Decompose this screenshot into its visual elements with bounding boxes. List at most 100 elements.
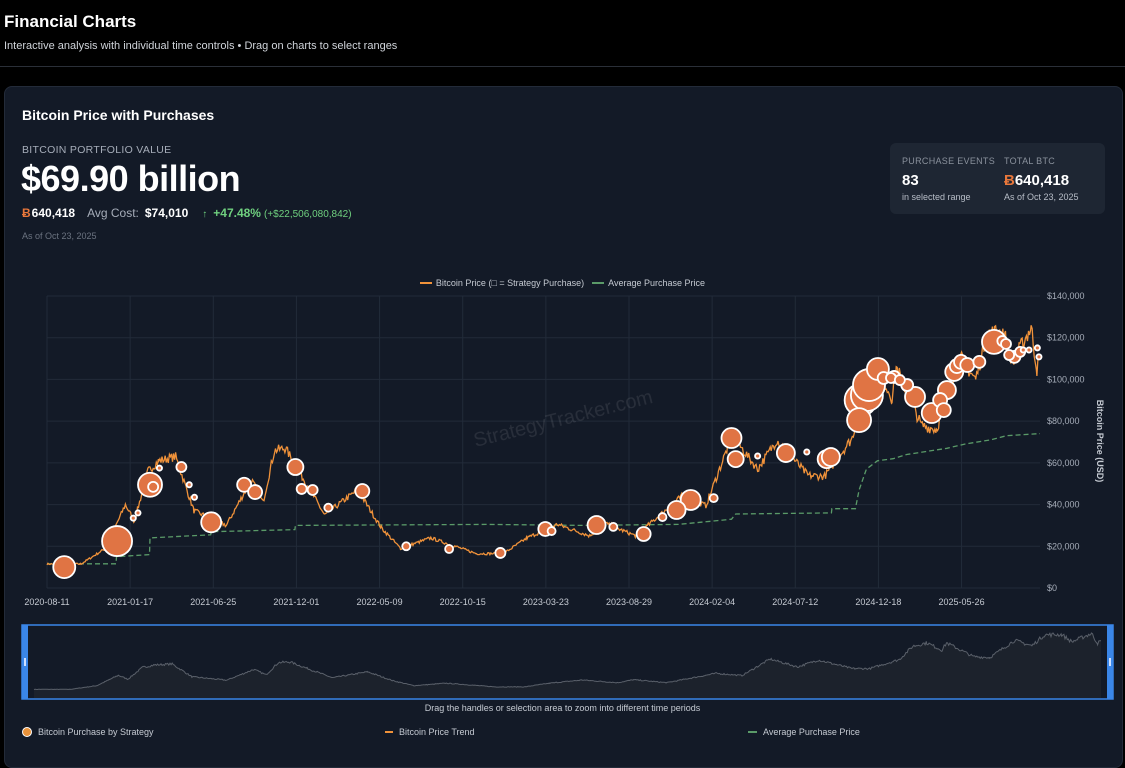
- line-swatch-icon: [419, 282, 432, 284]
- x-tick-label: 2022-05-09: [357, 597, 403, 607]
- purchase-bubble[interactable]: [401, 541, 412, 552]
- page-title: Financial Charts: [4, 12, 137, 31]
- purchase-bubble[interactable]: [175, 461, 188, 473]
- purchase-bubble[interactable]: [608, 521, 619, 532]
- purchase-bubble[interactable]: [52, 555, 77, 580]
- purchase-bubble[interactable]: [200, 511, 223, 534]
- x-tick-label: 2025-05-26: [939, 597, 985, 607]
- watermark: StrategyTracker.com: [471, 386, 655, 452]
- purchase-bubble-core: [192, 495, 197, 499]
- avg-cost-value: $74,010: [144, 206, 189, 220]
- purchase-bubble-core: [1037, 355, 1041, 359]
- total-btc-label: TOTAL BTC: [1004, 156, 1056, 166]
- purchase-bubble[interactable]: [972, 355, 987, 369]
- purchase-bubble[interactable]: [295, 483, 308, 495]
- btc-icon: Ƀ: [1004, 172, 1015, 189]
- purchase-bubble-core: [805, 450, 809, 454]
- events-label: PURCHASE EVENTS: [902, 156, 996, 166]
- purchase-bubble-core: [136, 511, 140, 515]
- purchase-bubble[interactable]: [494, 547, 507, 559]
- purchase-bubble[interactable]: [586, 515, 607, 535]
- purchase-bubble[interactable]: [904, 386, 926, 408]
- circle-swatch-icon: [22, 727, 32, 737]
- purchase-bubble[interactable]: [820, 447, 841, 467]
- purchase-bubble-core: [1035, 346, 1039, 350]
- x-tick-label: 2024-12-18: [855, 597, 901, 607]
- x-tick-label: 2021-06-25: [190, 597, 236, 607]
- x-tick-label: 2022-10-15: [440, 597, 486, 607]
- purchase-bubble[interactable]: [1003, 349, 1016, 361]
- y-tick-label: $100,000: [1047, 374, 1085, 384]
- total-btc-sub: As of Oct 23, 2025: [1004, 192, 1079, 202]
- purchase-bubble[interactable]: [775, 443, 796, 463]
- purchase-bubble[interactable]: [726, 450, 745, 469]
- purchase-bubble[interactable]: [635, 526, 652, 542]
- avg-cost-label: Avg Cost:: [87, 206, 139, 220]
- purchase-bubble[interactable]: [546, 526, 557, 536]
- purchase-bubble[interactable]: [679, 489, 702, 511]
- purchase-bubble[interactable]: [444, 544, 455, 554]
- purchase-bubble-core: [157, 466, 162, 470]
- x-tick-label: 2020-08-11: [24, 597, 69, 607]
- summary-box: PURCHASE EVENTS 83 in selected range TOT…: [890, 143, 1105, 214]
- change-absolute: (+$22,506,080,842): [263, 209, 352, 220]
- total-btc-value: 640,418: [1014, 172, 1070, 189]
- purchase-bubble[interactable]: [147, 480, 160, 493]
- navigator-area: [34, 633, 1101, 698]
- dashed-swatch-icon: [748, 731, 757, 733]
- purchase-bubble[interactable]: [935, 402, 952, 418]
- purchase-bubble[interactable]: [286, 458, 305, 476]
- page-subtitle: Interactive analysis with individual tim…: [4, 40, 398, 52]
- purchase-bubble[interactable]: [708, 493, 719, 504]
- x-tick-label: 2024-07-12: [772, 597, 818, 607]
- legend-average[interactable]: Average Purchase Price: [748, 727, 860, 737]
- purchase-bubble[interactable]: [247, 484, 264, 500]
- purchase-bubble[interactable]: [323, 502, 334, 513]
- purchase-bubble[interactable]: [666, 500, 687, 520]
- events-value: 83: [902, 172, 919, 189]
- x-tick-label: 2024-02-04: [689, 597, 735, 607]
- y-tick-label: $140,000: [1047, 291, 1085, 301]
- x-tick-label: 2021-01-17: [107, 597, 153, 607]
- chart-legend: Bitcoin Price (□ = Strategy Purchase) Av…: [0, 278, 1125, 288]
- header-divider: [0, 66, 1125, 67]
- purchase-bubble[interactable]: [306, 484, 319, 496]
- legend-purchase[interactable]: Bitcoin Purchase by Strategy: [22, 727, 154, 737]
- y-tick-label: $60,000: [1047, 458, 1080, 468]
- btc-icon: Ƀ: [22, 206, 31, 220]
- portfolio-stats: Ƀ 640,418 Avg Cost: $74,010 ↑ +47.48% (+…: [22, 206, 352, 220]
- purchase-bubble[interactable]: [1000, 338, 1012, 350]
- y-tick-label: $120,000: [1047, 333, 1085, 343]
- dashed-swatch-icon: [592, 282, 605, 284]
- purchase-bubble[interactable]: [236, 476, 253, 493]
- legend-trend[interactable]: Bitcoin Price Trend: [385, 727, 475, 737]
- purchase-bubble-core: [1027, 348, 1031, 352]
- legend-avg[interactable]: Average Purchase Price: [592, 278, 705, 288]
- as-of-date: As of Oct 23, 2025: [22, 231, 97, 241]
- x-tick-label: 2023-03-23: [523, 597, 569, 607]
- purchase-bubble-core: [187, 483, 191, 487]
- y-tick-label: $0: [1047, 583, 1057, 593]
- line-swatch-icon: [385, 731, 393, 733]
- purchase-bubble[interactable]: [657, 512, 668, 522]
- grip-icon: [1109, 658, 1111, 666]
- x-tick-label: 2023-08-29: [606, 597, 652, 607]
- purchase-bubble[interactable]: [101, 525, 133, 557]
- portfolio-label: BITCOIN PORTFOLIO VALUE: [22, 144, 172, 156]
- purchase-bubble[interactable]: [720, 427, 743, 449]
- purchase-bubble[interactable]: [959, 357, 976, 373]
- navigator-line: [33, 632, 1101, 691]
- purchase-bubble[interactable]: [893, 374, 906, 386]
- purchase-bubble[interactable]: [354, 483, 371, 499]
- change-percent: +47.48%: [213, 206, 261, 220]
- x-tick-label: 2021-12-01: [273, 597, 319, 607]
- purchase-bubble-core: [756, 454, 760, 458]
- y-tick-label: $20,000: [1047, 541, 1080, 551]
- legend-price[interactable]: Bitcoin Price (□ = Strategy Purchase): [419, 278, 584, 288]
- purchase-bubble-core: [1021, 348, 1025, 352]
- events-sub: in selected range: [902, 192, 971, 202]
- navigator-hint: Drag the handles or selection area to zo…: [424, 703, 701, 713]
- y-tick-label: $40,000: [1047, 500, 1080, 510]
- purchase-bubble[interactable]: [846, 407, 872, 434]
